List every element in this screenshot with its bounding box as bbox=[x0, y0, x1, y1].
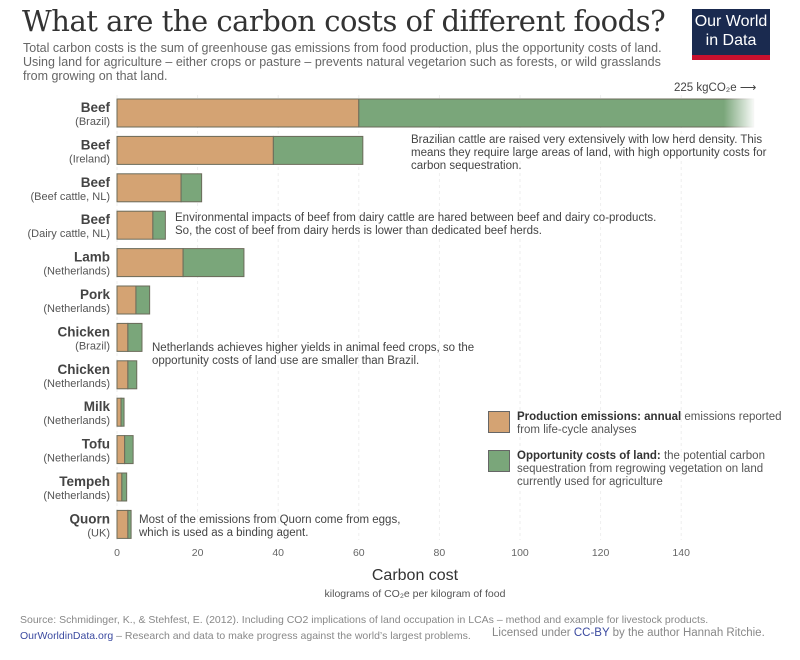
category-label: Chicken bbox=[57, 362, 110, 377]
bar-production bbox=[116, 435, 126, 465]
arrow-right-icon: ⟶ bbox=[739, 82, 757, 94]
category-sublabel: (Netherlands) bbox=[43, 490, 110, 502]
chart-subtitle: Total carbon costs is the sum of greenho… bbox=[23, 41, 662, 83]
footer-tagline: – Research and data to make progress aga… bbox=[113, 630, 471, 642]
bar-opportunity-cost bbox=[121, 472, 128, 502]
category-label: Quorn bbox=[70, 511, 111, 526]
x-tick-label: 120 bbox=[592, 547, 610, 559]
bar-opportunity-cost bbox=[124, 435, 134, 465]
license-note: Licensed under CC-BY by the author Hanna… bbox=[492, 627, 765, 639]
bar-overflow-fade bbox=[723, 98, 756, 128]
logo-line1: Our World bbox=[694, 13, 768, 30]
legend-swatch-land bbox=[488, 450, 510, 472]
category-sublabel: (Ireland) bbox=[69, 153, 110, 165]
bar-production bbox=[116, 173, 182, 203]
license-post: by the author Hannah Ritchie. bbox=[609, 627, 765, 639]
x-tick-label: 0 bbox=[114, 547, 120, 559]
category-sublabel: (Netherlands) bbox=[43, 453, 110, 465]
bar-production bbox=[116, 210, 154, 240]
bar-opportunity-cost bbox=[180, 173, 203, 203]
category-label: Tempeh bbox=[59, 474, 110, 489]
license-pre: Licensed under bbox=[492, 627, 574, 639]
bar-production bbox=[116, 248, 184, 278]
chart-title: What are the carbon costs of different f… bbox=[22, 4, 666, 38]
bar-opportunity-cost bbox=[127, 509, 132, 539]
x-tick-label: 80 bbox=[434, 547, 446, 559]
bar-production bbox=[116, 509, 129, 539]
bar-opportunity-cost bbox=[272, 135, 364, 165]
legend-land-bold: Opportunity costs of land: bbox=[517, 450, 661, 462]
category-label: Beef bbox=[81, 137, 111, 152]
category-label: Tofu bbox=[82, 437, 110, 452]
category-label: Chicken bbox=[57, 324, 110, 339]
category-sublabel: (UK) bbox=[87, 527, 110, 539]
legend-production: Production emissions: annual emissions r… bbox=[517, 411, 787, 437]
category-label: Pork bbox=[80, 287, 111, 302]
x-tick-label: 20 bbox=[192, 547, 204, 559]
x-tick-label: 60 bbox=[353, 547, 365, 559]
bar-production bbox=[116, 360, 129, 390]
footer-site: OurWorldinData.org – Research and data t… bbox=[20, 630, 471, 642]
category-label: Lamb bbox=[74, 250, 110, 265]
bar-production bbox=[116, 472, 123, 502]
annotation-chicken: Netherlands achieves higher yields in an… bbox=[152, 342, 475, 367]
legend-land-rest: the potential carbon sequestration from … bbox=[517, 450, 765, 488]
bar-production bbox=[116, 285, 137, 315]
cc-by-link[interactable]: CC-BY bbox=[573, 627, 610, 639]
x-axis-title: Carbon cost bbox=[371, 567, 459, 584]
bar-opportunity-cost bbox=[127, 322, 143, 352]
overflow-note: 225 kgCO₂e ⟶ bbox=[674, 80, 756, 94]
bar-production bbox=[116, 397, 122, 427]
x-tick-label: 100 bbox=[511, 547, 529, 559]
category-label: Beef bbox=[81, 175, 111, 190]
annotation-quorn: Most of the emissions from Quorn come fr… bbox=[139, 514, 401, 539]
owid-link[interactable]: OurWorldinData.org bbox=[20, 630, 114, 642]
x-tick-label: 140 bbox=[672, 547, 690, 559]
bar-production bbox=[116, 98, 360, 128]
bar-opportunity-cost bbox=[120, 397, 125, 427]
x-tick-label: 40 bbox=[272, 547, 284, 559]
category-sublabel: (Beef cattle, NL) bbox=[31, 191, 110, 203]
bar-opportunity-cost bbox=[152, 210, 166, 240]
category-sublabel: (Netherlands) bbox=[43, 415, 110, 427]
bar-production bbox=[116, 322, 129, 352]
legend-production-rest: emissions reported from life-cycle analy… bbox=[517, 411, 782, 436]
logo-line2: in Data bbox=[705, 32, 757, 49]
x-axis-subtitle: kilograms of CO₂e per kilogram of food bbox=[324, 588, 506, 600]
bar-opportunity-cost bbox=[182, 248, 245, 278]
source-note: Source: Schmidinger, K., & Stehfest, E. … bbox=[20, 614, 709, 626]
bar-opportunity-cost bbox=[358, 98, 755, 128]
category-sublabel: (Netherlands) bbox=[43, 266, 110, 278]
legend-swatch-production bbox=[488, 411, 510, 433]
category-sublabel: (Netherlands) bbox=[43, 378, 110, 390]
bar-opportunity-cost bbox=[135, 285, 151, 315]
bar-production bbox=[116, 135, 274, 165]
annotation-beef-brazil: Brazilian cattle are raised very extensi… bbox=[411, 134, 767, 172]
owid-logo[interactable]: Our World in Data bbox=[692, 9, 770, 60]
category-sublabel: (Dairy cattle, NL) bbox=[27, 228, 110, 240]
legend-land: Opportunity costs of land: the potential… bbox=[517, 450, 772, 489]
bar-opportunity-cost bbox=[127, 360, 138, 390]
category-label: Beef bbox=[81, 212, 111, 227]
category-label: Milk bbox=[84, 399, 111, 414]
category-label: Beef bbox=[81, 100, 111, 115]
category-sublabel: (Brazil) bbox=[75, 116, 110, 128]
legend-production-bold: Production emissions: annual bbox=[517, 411, 682, 423]
category-sublabel: (Netherlands) bbox=[43, 303, 110, 315]
category-sublabel: (Brazil) bbox=[75, 340, 110, 352]
overflow-label: 225 kgCO₂e bbox=[674, 82, 737, 94]
annotation-dairy-beef: Environmental impacts of beef from dairy… bbox=[175, 212, 657, 237]
